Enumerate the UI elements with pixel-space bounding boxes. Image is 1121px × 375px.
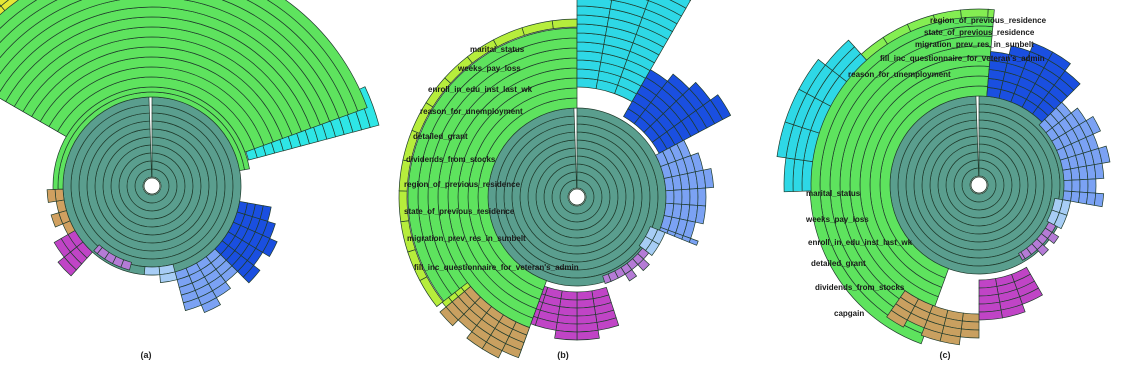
b-attribute-bar-segment (688, 237, 699, 246)
c-attribute-bar-segment (1093, 192, 1105, 208)
c-attribute-bar-segment (1079, 178, 1089, 193)
b-attribute-bar-segment (602, 273, 612, 284)
c-attribute-bar-segment (1087, 178, 1097, 194)
panel-b: marital_status weeks_pay_loss enroll_in_ed… (398, 0, 732, 359)
panel-b-attribute-label: enroll_in_edu_inst_last_wk (428, 85, 533, 94)
b-attribute-bar-segment (689, 188, 699, 206)
a-attribute-bar-segment (46, 189, 57, 203)
c-attribute-bar-segment (1070, 191, 1081, 203)
panel-b-attribute-label: weeks_pay_loss (457, 64, 521, 73)
a-core-rings (62, 96, 242, 276)
b-attribute-bars (398, 0, 732, 359)
panel-a (0, 0, 380, 314)
a-attribute-bar-segment (93, 244, 103, 255)
c-center-hole (970, 176, 988, 194)
b-attribute-bar-segment (681, 188, 691, 206)
c-attribute-bar-segment (960, 320, 980, 331)
b-attribute-bar-segment (648, 0, 687, 17)
c-attribute-bar-segment (1063, 179, 1073, 192)
a-attribute-bar-segment (0, 0, 368, 112)
b-attribute-bar-segment (576, 298, 595, 309)
panel-b-attribute-label: region_of_previous_residence (404, 180, 521, 189)
c-attribute-bar-segment (1062, 190, 1073, 202)
panel-b-attribute-label: reason_for_unemployment (420, 107, 523, 116)
panel-c-attribute-label: reason_for_unemployment (848, 70, 951, 79)
a-attribute-bar-segment (0, 0, 359, 115)
c-attribute-bar-segment (1018, 251, 1026, 261)
b-center-hole (568, 188, 586, 206)
c-attribute-bar-segment (824, 39, 856, 71)
panel-c-attribute-label: region_of_previous_residence (930, 16, 1047, 25)
c-attribute-bar-segment (1062, 168, 1073, 181)
b-attribute-bar-segment (551, 18, 578, 30)
panel-c-attribute-label: enroll_in_edu_inst_last_wk (808, 238, 913, 247)
b-attribute-bar-segment (665, 189, 675, 205)
b-attribute-bar-segment (559, 298, 578, 309)
panel-a-caption: (a) (141, 350, 152, 360)
b-attribute-bar-segment (697, 187, 707, 207)
b-attribute-bar-segment (709, 94, 732, 121)
a-attribute-bar-segment (143, 266, 161, 276)
a-attribute-bar-segment (242, 264, 261, 284)
b-attribute-bar-segment (673, 189, 683, 205)
b-attribute-bar-segment (669, 0, 691, 9)
panel-c: region_of_previous_residence state_of_pre… (776, 8, 1111, 346)
a-attribute-bar-segment (0, 0, 340, 122)
a-attribute-bar-segment (182, 297, 202, 312)
c-attribute-bar-segment (959, 328, 980, 339)
c-attribute-bar-segment (783, 157, 796, 193)
panel-c-attribute-label: fill_inc_questionnaire_for_veteran's_adm… (880, 54, 1045, 63)
c-attribute-bar-segment (792, 158, 805, 192)
panel-b-attribute-label: marital_status (470, 45, 525, 54)
c-attribute-bar-segment (1093, 162, 1105, 180)
b-attribute-bar-segment (554, 329, 578, 341)
c-green-ring (809, 15, 995, 345)
panel-b-attribute-label: detailed_grant (413, 132, 468, 141)
c-attribute-bar-segment (987, 8, 995, 19)
a-attribute-bar-segment (54, 188, 65, 202)
panel-b-attribute-label: migration_prev_res_in_sunbelt (407, 234, 526, 243)
panel-c-attribute-label: dividends_from_stocks (815, 283, 905, 292)
panel-c-attribute-label: detailed_grant (811, 259, 866, 268)
panel-b-attribute-label: fill_inc_questionnaire_for_veteran's_adm… (414, 263, 579, 272)
a-attribute-bars (0, 0, 380, 314)
b-attribute-bar-segment (576, 329, 600, 341)
panel-c-attribute-label: migration_prev_res_in_sunbelt (915, 40, 1034, 49)
panel-b-attribute-label: dividends_from_stocks (406, 155, 496, 164)
c-attribute-bar-segment (978, 309, 1003, 321)
c-attribute-bar-segment (1059, 70, 1081, 91)
a-attribute-bar-segment (0, 0, 9, 7)
a-center-hole (143, 177, 161, 195)
panel-c-caption: (c) (940, 350, 951, 360)
c-attribute-bar-segment (801, 159, 814, 192)
b-attribute-bar-segment (576, 290, 594, 301)
panel-c-attribute-label: capgain (834, 309, 864, 318)
a-attribute-bar-segment (53, 238, 71, 258)
c-attribute-bars (776, 8, 1111, 346)
panel-c-attribute-label: weeks_pay_loss (805, 215, 869, 224)
b-core-rings (487, 107, 667, 287)
panel-c-attribute-label: marital_status (806, 189, 861, 198)
b-attribute-bar-segment (530, 315, 539, 326)
panel-c-attribute-label: state_of_previous_residence (924, 28, 1035, 37)
panel-b-caption: (b) (557, 350, 569, 360)
b-attribute-bar-segment (560, 290, 578, 301)
a-attribute-bar-segment (0, 0, 349, 119)
c-attribute-bar-segment (961, 312, 980, 323)
panel-b-attribute-label: state_of_previous_residence (404, 207, 515, 216)
c-attribute-bar-segment (886, 309, 908, 328)
c-attribute-bar-segment (1071, 179, 1081, 193)
b-attribute-bar-segment (441, 296, 453, 308)
